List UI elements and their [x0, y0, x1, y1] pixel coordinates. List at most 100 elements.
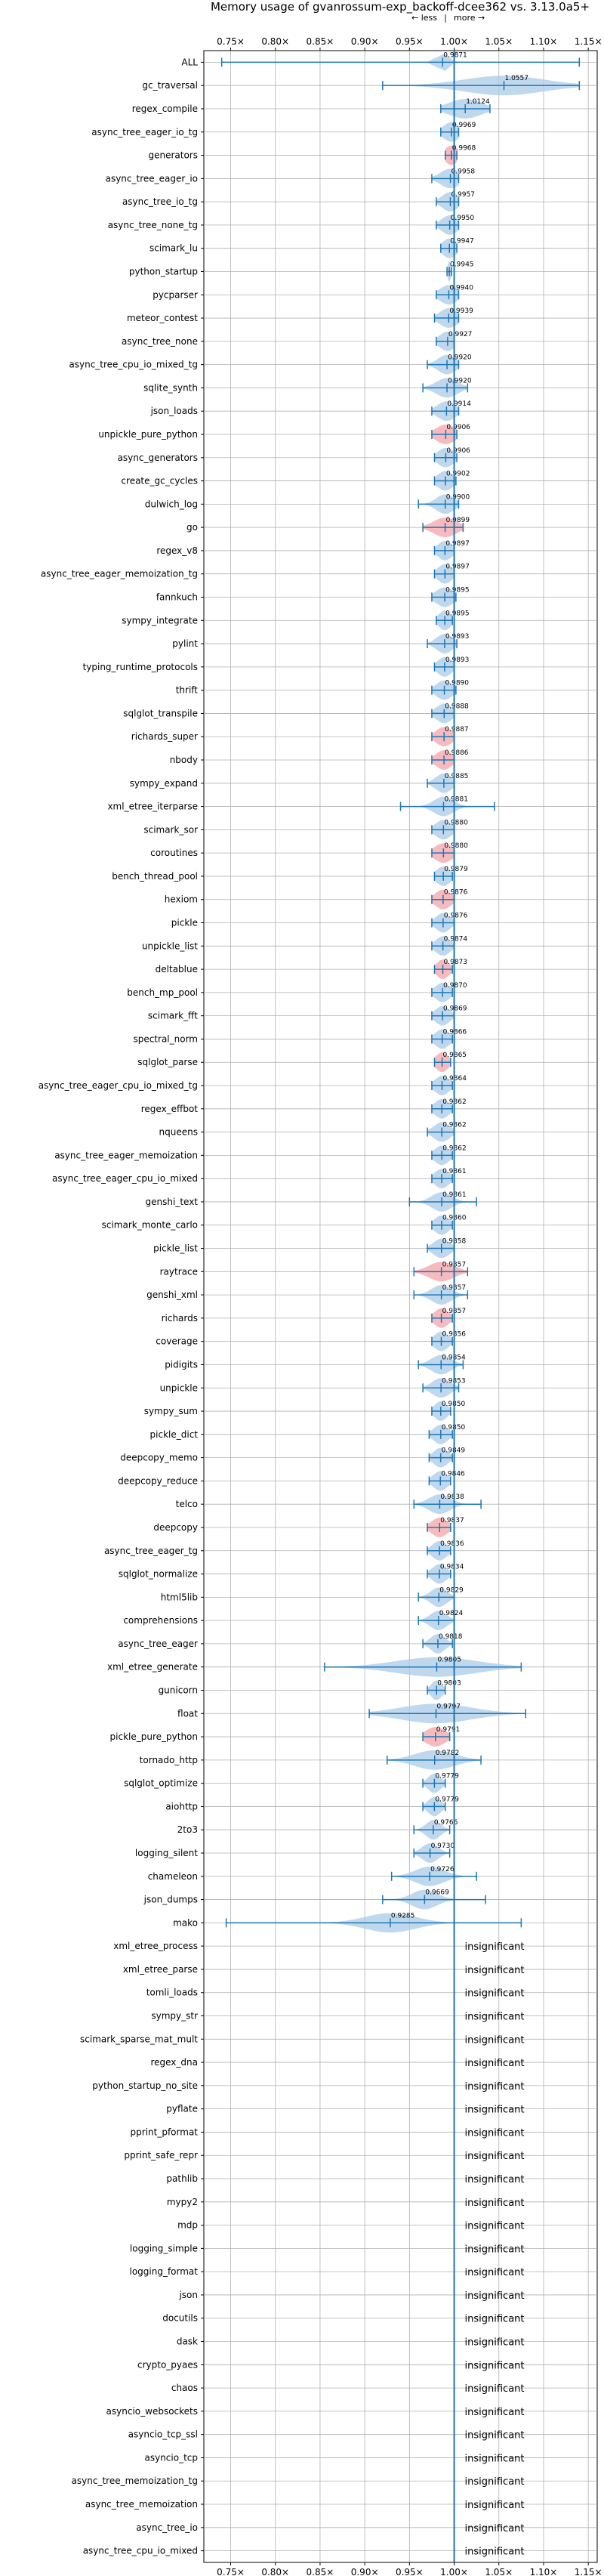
benchmark-name: python_startup	[129, 266, 198, 276]
benchmark-name: async_tree_none	[122, 336, 198, 347]
benchmark-name: telco	[176, 1499, 198, 1509]
benchmark-name: async_tree_eager_cpu_io_mixed_tg	[39, 1080, 198, 1091]
benchmark-name: scimark_sparse_mat_mult	[80, 2034, 198, 2044]
insignificant-label: insignificant	[465, 2174, 525, 2185]
x-tick-label-bottom: 0.85×	[307, 2567, 334, 2576]
benchmark-name: async_generators	[118, 452, 198, 463]
x-tick-label-top: 0.95×	[396, 36, 424, 47]
benchmark-name: async_tree_memoization_tg	[72, 2476, 198, 2486]
benchmark-name: regex_dna	[150, 2057, 198, 2068]
benchmark-name: xml_etree_process	[113, 1941, 198, 1951]
benchmark-name: docutils	[162, 2313, 198, 2324]
x-tick-label-top: 1.10×	[530, 36, 558, 47]
insignificant-label: insignificant	[465, 1988, 525, 2000]
benchmark-name: pyflate	[166, 2104, 198, 2114]
benchmark-name: dulwich_log	[145, 499, 198, 509]
median-value-label: 0.9726	[430, 1866, 455, 1873]
benchmark-name: pickle	[171, 918, 198, 928]
benchmark-name: richards_super	[131, 731, 198, 742]
x-tick-label-bottom: 0.95×	[396, 2567, 424, 2576]
benchmark-name: async_tree_eager_memoization_tg	[41, 569, 198, 579]
benchmark-name: pickle_pure_python	[110, 1731, 198, 1742]
median-value-label: 0.9885	[445, 773, 469, 780]
benchmark-name: pickle_list	[153, 1243, 198, 1254]
median-value-label: 0.9871	[443, 51, 467, 59]
median-value-label: 0.9874	[444, 935, 468, 943]
insignificant-label: insignificant	[465, 1965, 525, 1976]
insignificant-label: insignificant	[465, 2267, 525, 2278]
benchmark-name: async_tree_cpu_io_mixed	[83, 2546, 198, 2556]
benchmark-name: logging_format	[129, 2266, 198, 2277]
benchmark-name: async_tree_eager_io	[106, 173, 198, 184]
benchmark-name: create_gc_cycles	[121, 476, 198, 486]
benchmark-name: go	[186, 522, 198, 533]
insignificant-label: insignificant	[465, 2337, 525, 2349]
insignificant-label: insignificant	[465, 2105, 525, 2116]
benchmark-name: logging_silent	[135, 1848, 198, 1858]
chart-title: Memory usage of gvanrossum-exp_backoff-d…	[211, 0, 590, 14]
insignificant-label: insignificant	[465, 2407, 525, 2418]
benchmark-name: mypy2	[167, 2197, 198, 2207]
benchmark-name: unpickle	[160, 1382, 198, 1393]
benchmark-name: float	[177, 1708, 198, 1719]
benchmark-name: fannkuch	[156, 591, 198, 602]
median-value-label: 0.9920	[448, 354, 472, 362]
benchmark-name: scimark_fft	[148, 1011, 198, 1021]
insignificant-label: insignificant	[465, 2360, 525, 2371]
median-value-label: 0.9940	[449, 284, 473, 292]
grid	[204, 51, 597, 2562]
benchmark-name: spectral_norm	[133, 1033, 198, 1044]
insignificant-label: insignificant	[465, 2012, 525, 2023]
insignificant-label: insignificant	[465, 2081, 525, 2093]
benchmark-name: regex_compile	[132, 103, 198, 114]
median-value-label: 0.9873	[444, 959, 468, 966]
benchmark-name: unpickle_pure_python	[98, 429, 198, 440]
benchmark-name: sympy_expand	[130, 778, 198, 789]
median-value-label: 0.9927	[448, 331, 473, 338]
benchmark-name: scimark_sor	[143, 824, 198, 835]
median-value-label: 0.9906	[446, 447, 470, 455]
benchmark-name: thrift	[176, 685, 199, 696]
median-value-label: 0.9870	[443, 982, 467, 990]
insignificant-label: insignificant	[465, 2290, 525, 2302]
benchmark-name: sympy_integrate	[122, 615, 198, 625]
benchmark-name: asyncio_tcp	[144, 2452, 198, 2463]
median-value-label: 0.9779	[435, 1796, 459, 1803]
median-value-label: 0.9669	[425, 1889, 449, 1897]
median-value-label: 0.9899	[446, 517, 470, 524]
benchmark-name: pycparser	[153, 289, 198, 300]
benchmark-name: async_tree_memoization	[85, 2499, 198, 2510]
benchmark-name: python_startup_no_site	[92, 2080, 198, 2091]
x-axis-ticks: 0.75× 0.75× 0.80× 0.80× 0.85× 0.85× 0.90× 0.90×…	[201, 36, 602, 2576]
median-value-label: 0.9805	[437, 1657, 461, 1664]
benchmark-name: json_loads	[150, 406, 198, 416]
benchmark-name: tornado_http	[140, 1755, 198, 1765]
median-value-label: 0.9939	[449, 307, 473, 315]
median-value-label: 0.9866	[443, 1028, 467, 1036]
median-value-label: 0.9887	[445, 726, 469, 734]
x-tick-label-bottom: 1.05×	[485, 2567, 513, 2576]
median-value-label: 1.0557	[504, 75, 528, 82]
median-value-label: 0.9876	[444, 913, 468, 920]
benchmark-name: sqlglot_transpile	[123, 708, 198, 718]
insignificant-label: insignificant	[465, 2314, 525, 2325]
benchmark-name: pylint	[172, 638, 198, 649]
median-value-label: 0.9950	[451, 215, 475, 222]
median-value-label: 0.9902	[446, 471, 470, 478]
benchmark-name: asyncio_tcp_ssl	[128, 2429, 198, 2440]
benchmark-name: async_tree_io	[136, 2522, 198, 2533]
x-tick-label-bottom: 0.75×	[217, 2567, 245, 2576]
benchmark-name: typing_runtime_protocols	[83, 662, 198, 672]
hint-more: more →	[454, 13, 485, 23]
median-value-label: 1.0124	[466, 98, 490, 106]
benchmark-name: pidigits	[165, 1359, 198, 1370]
median-value-label: 0.9947	[450, 238, 474, 246]
benchmark-name: nqueens	[159, 1127, 198, 1138]
benchmark-name: coroutines	[150, 848, 198, 858]
median-value-label: 0.9846	[441, 1470, 465, 1478]
median-value-label: 0.9914	[447, 400, 471, 408]
direction-hint: ← less | more →	[411, 13, 485, 23]
benchmark-name: hexiom	[165, 894, 198, 905]
benchmark-name: unpickle_list	[142, 941, 198, 951]
median-value-label: 0.9945	[450, 261, 474, 268]
